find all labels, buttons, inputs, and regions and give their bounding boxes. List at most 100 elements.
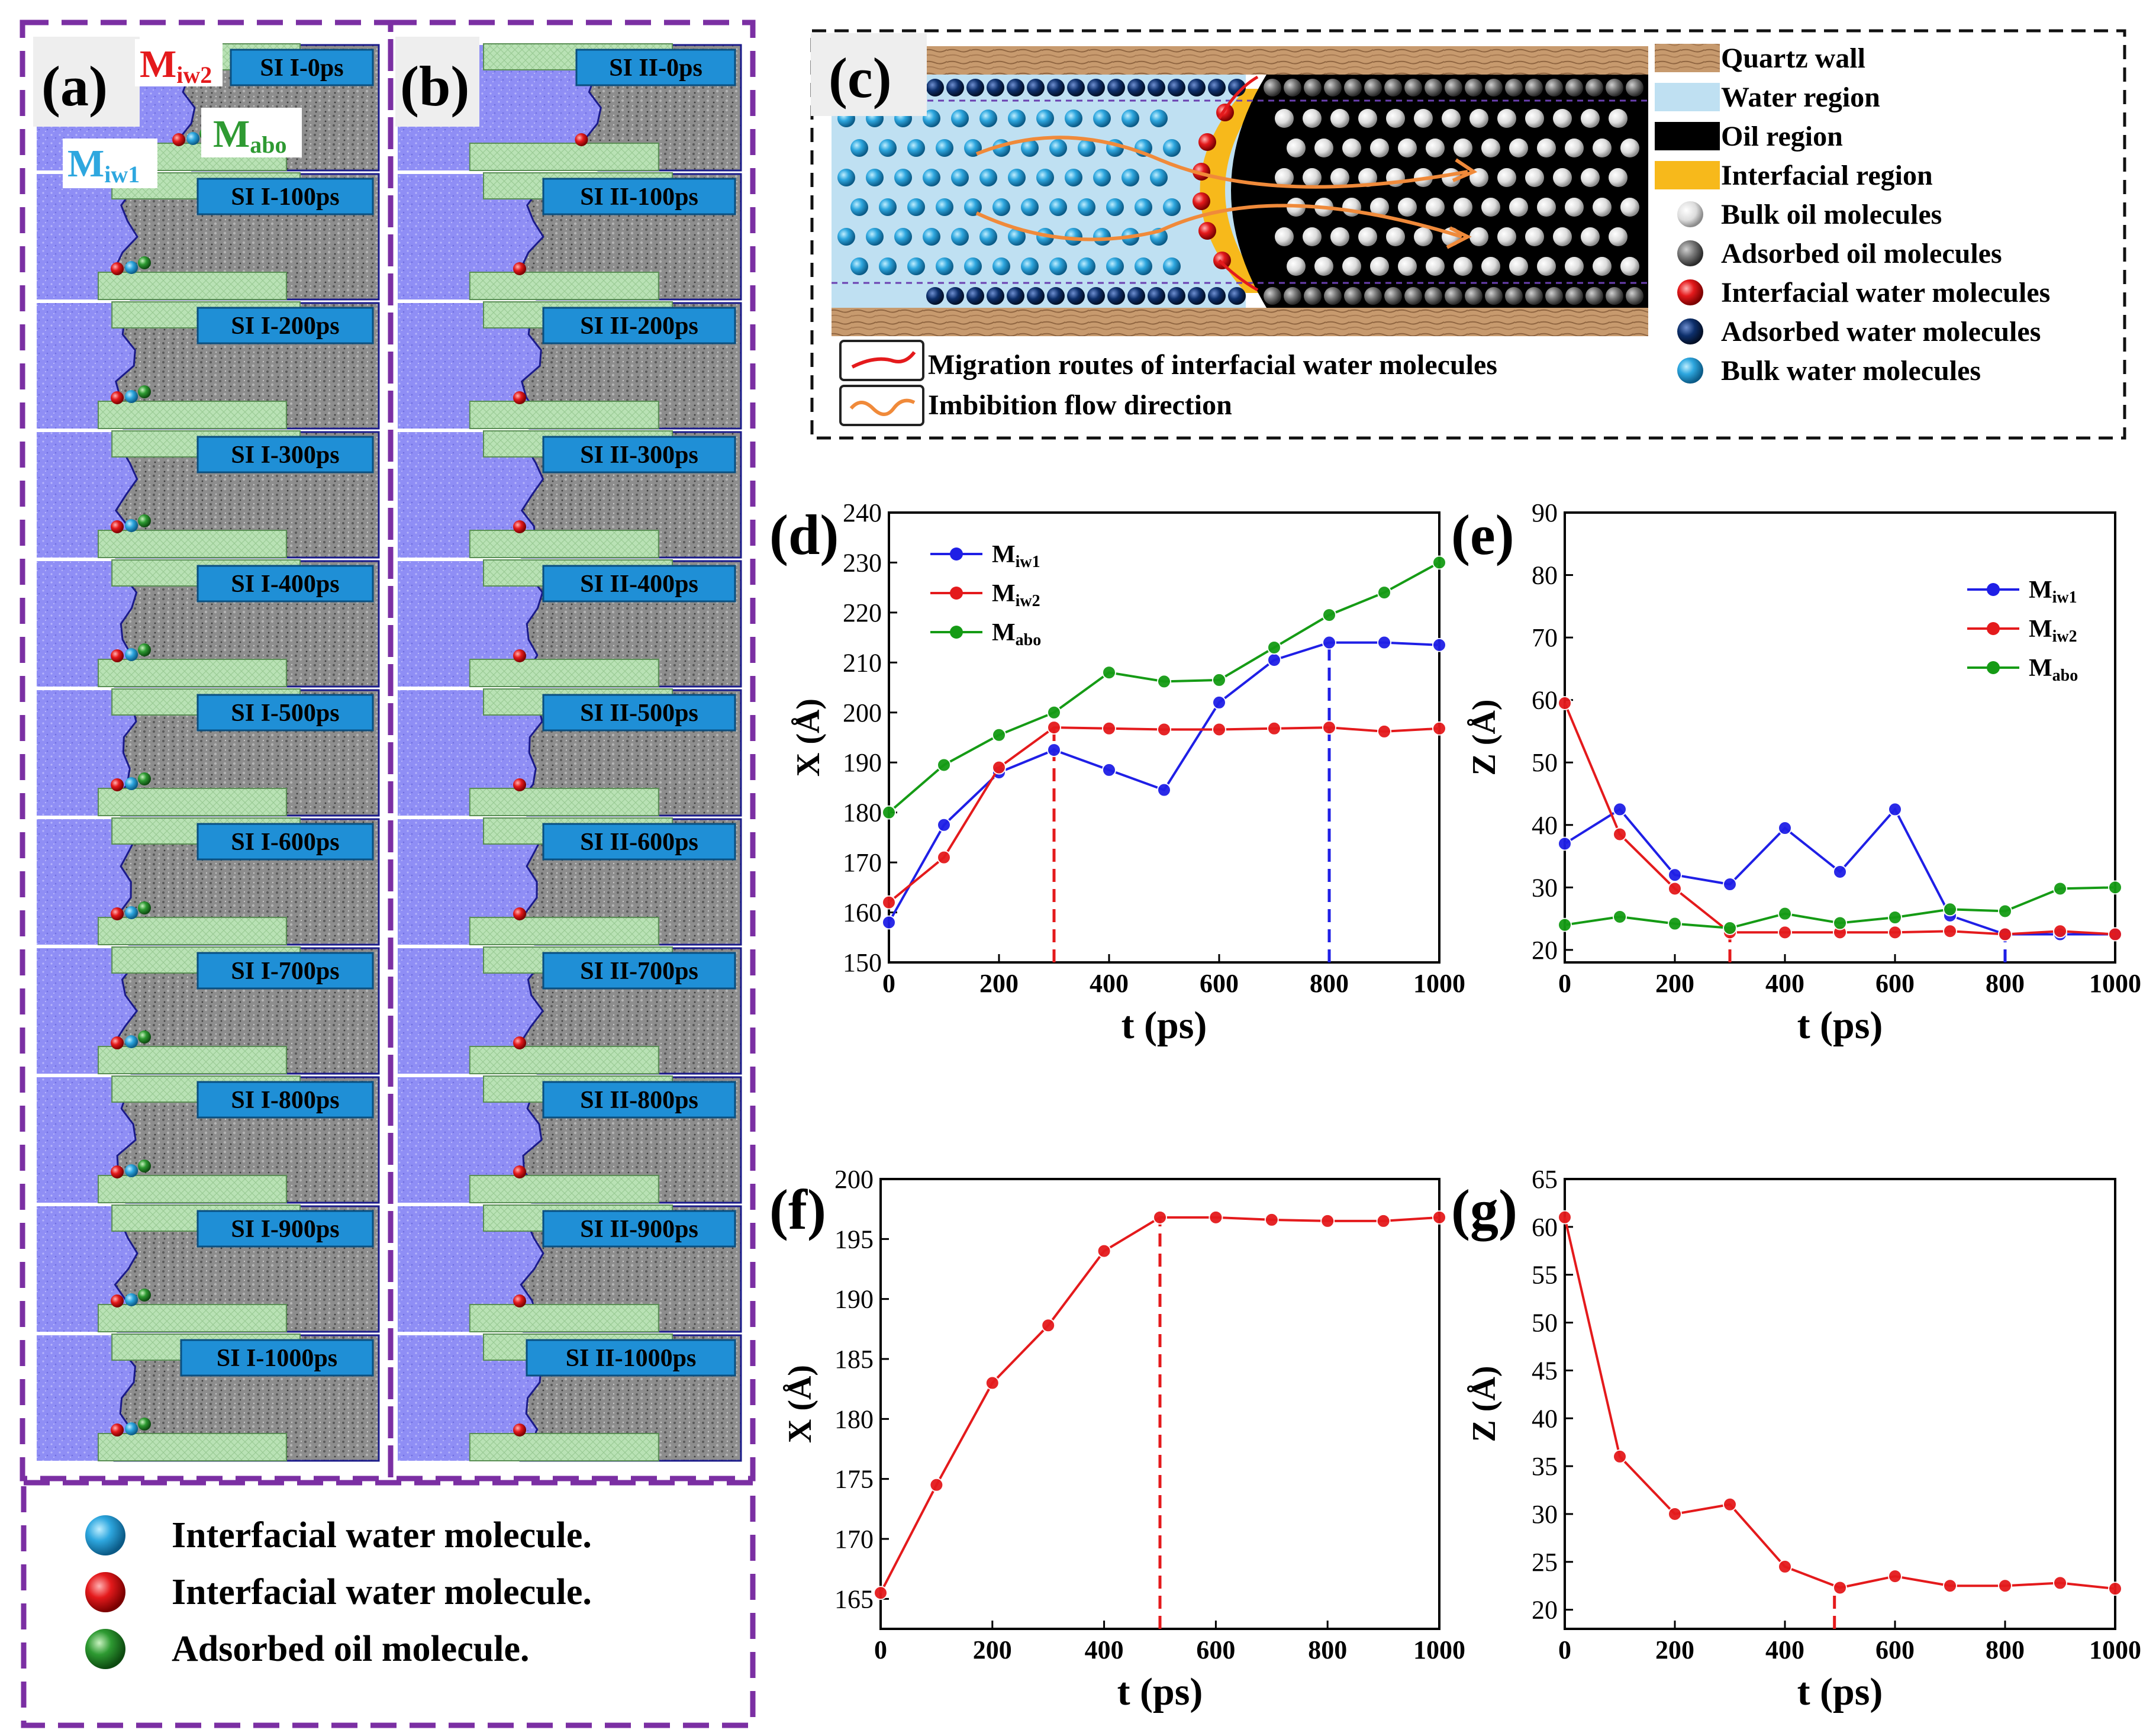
quartz-slab [469,1046,659,1074]
adsorbed-water [1107,287,1125,305]
data-point [1668,881,1682,896]
x-tick-label: 600 [1200,969,1239,998]
bulk-water [1021,198,1039,216]
legend-marker [1987,661,2000,674]
bulk-oil [1469,109,1488,128]
bulk-water [1021,139,1039,157]
bulk-oil [1454,198,1472,217]
quartz-slab [98,788,287,816]
marker-miw1 [125,1164,138,1177]
sim-frame: SI I-300ps [37,430,380,559]
data-point [2053,924,2067,939]
x-tick-label: 800 [1986,969,2025,998]
plot-frame [1564,1178,2116,1630]
adsorbed-oil [1505,79,1523,96]
adsorbed-water [1087,287,1105,305]
bulk-oil [1525,227,1544,246]
marker-miw1 [186,132,200,145]
bulk-water [1049,257,1067,275]
marker-miw2 [111,391,124,404]
interfacial-water [1213,252,1231,269]
quartz-slab [469,917,659,945]
plot-frame [1564,511,2116,964]
x-tick-label: 400 [1765,1635,1804,1664]
y-tick-label: 180 [843,798,882,827]
quartz-slab [469,143,659,171]
marker-mabo [138,514,152,527]
y-axis-label: Z (Å) [1466,1365,1503,1442]
bulk-oil [1358,109,1377,128]
frame-label: SI II-0ps [609,54,702,82]
chart-e: 0 200 400 600 800 1000 20 30 40 50 60 70 80 90 t (ps) Z… [1466,498,2141,1047]
bulk-oil [1442,109,1461,128]
marker-miw1 [125,1035,138,1048]
marker-miw2 [513,262,526,275]
bulk-oil [1358,168,1377,187]
bulk-water [936,139,953,157]
data-point [1157,674,1171,689]
data-point [937,817,951,832]
bulk-oil [1581,168,1600,187]
bulk-oil [1342,198,1361,217]
bulk-oil [1275,109,1294,128]
bulk-water [1121,169,1139,186]
data-point [1998,904,2012,919]
panel-letter-g: (g) [1451,1178,1517,1241]
adsorbed-oil [1585,287,1603,305]
data-point [1613,1449,1627,1464]
x-tick-label: 200 [973,1635,1012,1664]
frame-label: SI I-400ps [231,571,339,598]
x-tick-label: 600 [1875,969,1915,998]
adsorbed-oil [1525,287,1543,305]
bulk-water [850,257,868,275]
adsorbed-water [1168,287,1185,305]
x-axis-label: t (ps) [1797,1004,1883,1047]
frame-label-bg [542,436,736,474]
legend-swatch [1655,83,1720,111]
bulk-water [1093,109,1111,127]
data-point [1613,802,1627,817]
quartz-slab [98,1304,287,1332]
legend-ball [1677,279,1703,305]
y-tick-label: 50 [1532,748,1558,777]
bulk-water [837,228,855,246]
x-tick-label: 0 [1558,969,1571,998]
frame-label: SI I-700ps [231,958,339,985]
bulk-oil [1525,168,1544,187]
y-tick-label: 30 [1532,873,1558,902]
marker-miw2 [513,1294,526,1307]
x-axis-label: t (ps) [1117,1670,1203,1714]
data-point [2108,880,2122,895]
frame-label: SI II-700ps [580,958,698,985]
data-point [1376,1213,1391,1228]
frame-label: SI I-300ps [231,442,339,469]
frame-label-bg [542,694,736,732]
legend-text: Oil region [1721,121,1843,152]
bulk-water [951,169,969,186]
legend-text: Interfacial water molecule. [172,1515,592,1555]
marker-miw2 [111,1423,124,1437]
bulk-oil [1287,139,1306,157]
legend-ball [1677,357,1703,384]
legend-swatch [1655,44,1720,72]
adsorbed-oil [1364,287,1382,305]
frame-label: SI II-300ps [580,442,698,469]
y-tick-label: 170 [834,1525,874,1554]
bulk-oil [1537,198,1556,217]
adsorbed-water [966,287,984,305]
y-axis-label: X (Å) [790,698,827,777]
data-point [1102,762,1116,777]
y-tick-label: 160 [843,898,882,927]
bulk-water [1008,169,1026,186]
bulk-oil [1593,198,1612,217]
bulk-oil [1609,227,1628,246]
adsorbed-oil [1364,79,1382,96]
data-point [1888,802,1902,817]
x-tick-label: 600 [1875,1635,1915,1664]
x-tick-label: 800 [1308,1635,1347,1664]
adsorbed-oil [1384,79,1402,96]
bulk-oil [1581,227,1600,246]
data-point [1432,637,1446,652]
adsorbed-oil [1485,287,1503,305]
bulk-oil [1620,198,1639,217]
